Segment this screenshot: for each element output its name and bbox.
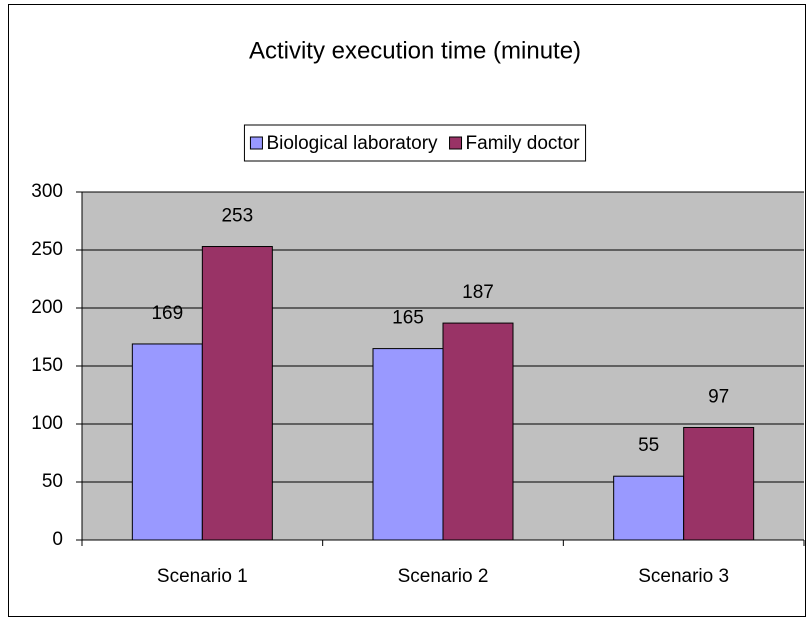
data-label: 253: [221, 206, 253, 227]
y-tick-label: 250: [31, 239, 63, 260]
legend-label: Family doctor: [466, 133, 581, 154]
legend-swatch: [449, 136, 463, 150]
data-label: 187: [462, 282, 494, 303]
x-tick-label: Scenario 2: [398, 566, 489, 587]
y-tick-label: 150: [31, 355, 63, 376]
y-tick-label: 200: [31, 297, 63, 318]
x-tick-label: Scenario 1: [157, 566, 248, 587]
data-label: 165: [392, 308, 424, 329]
y-tick-label: 300: [31, 181, 63, 202]
legend-swatch: [249, 136, 263, 150]
legend-box: [243, 124, 587, 162]
chart-title: Activity execution time (minute): [249, 37, 581, 64]
y-tick-label: 0: [52, 529, 63, 550]
bar: [201, 246, 273, 541]
y-tick-label: 100: [31, 413, 63, 434]
bar: [613, 475, 685, 541]
bar: [131, 343, 203, 541]
legend-label: Biological laboratory: [266, 133, 438, 154]
data-label: 55: [638, 435, 659, 456]
bar: [372, 348, 444, 541]
x-tick-label: Scenario 3: [638, 566, 729, 587]
y-tick-label: 50: [42, 471, 63, 492]
data-label: 97: [708, 386, 729, 407]
bar: [683, 426, 755, 541]
bar: [442, 322, 514, 541]
data-label: 169: [151, 303, 183, 324]
